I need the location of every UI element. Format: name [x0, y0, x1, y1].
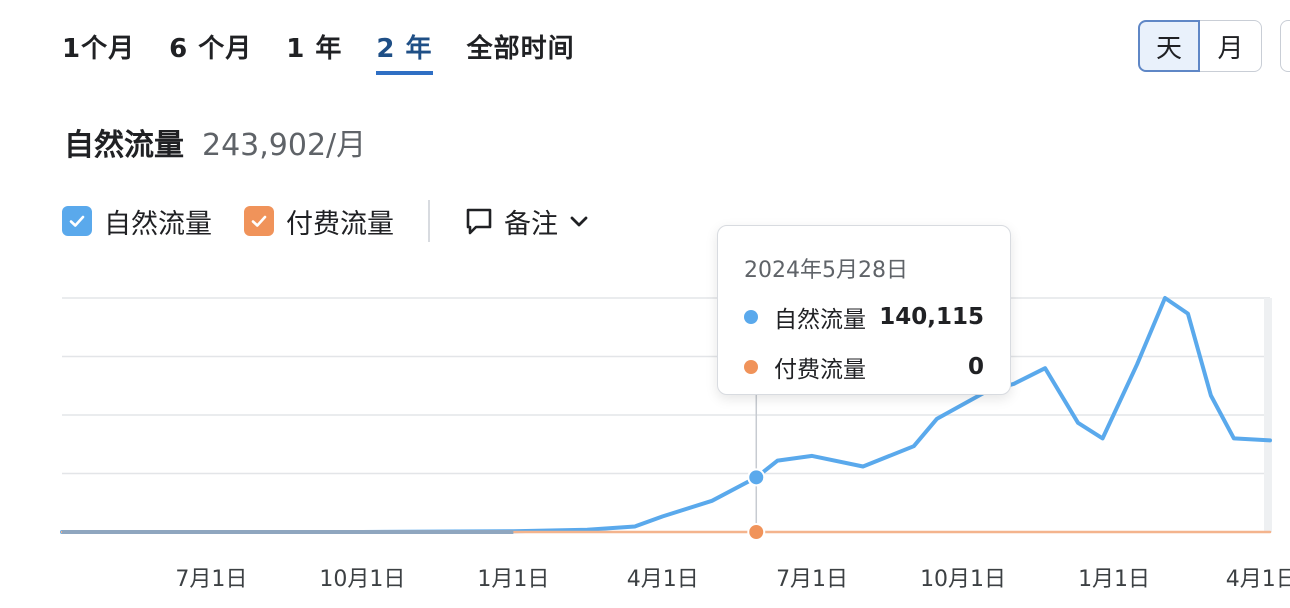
month-button[interactable]: 月: [1200, 20, 1262, 72]
x-tick-label: 4月1日: [627, 567, 699, 592]
check-icon: [251, 215, 267, 227]
tab-6-months[interactable]: 6 个月: [169, 34, 253, 64]
x-tick-label: 1月1日: [477, 567, 549, 592]
tooltip-organic-value: 140,115: [879, 304, 984, 330]
date-range-tabs: 1个月 6 个月 1 年 2 年 全部时间: [62, 28, 609, 75]
organic-traffic-line: [60, 296, 1272, 534]
paid-hover-marker: [747, 523, 766, 541]
paid-dot-icon: [744, 360, 758, 374]
tab-1-year[interactable]: 1 年: [286, 34, 343, 64]
notes-dropdown[interactable]: 备注: [464, 202, 590, 241]
tooltip-paid-value: 0: [967, 354, 984, 380]
metric-value: 243,902/月: [202, 128, 367, 163]
x-tick-label: 7月1日: [175, 567, 247, 592]
more-button[interactable]: [1280, 20, 1290, 72]
legend-divider: [428, 200, 430, 242]
x-tick-label: 1月1日: [1078, 567, 1150, 592]
tooltip-paid-label: 付费流量: [774, 357, 866, 383]
x-tick-label: 10月1日: [319, 567, 405, 592]
chart-tooltip: 2024年5月28日 自然流量 140,115 付费流量 0: [717, 225, 1011, 395]
x-tick-label: 4月1日: [1226, 567, 1290, 592]
x-tick-label: 7月1日: [776, 567, 848, 592]
tooltip-organic-label: 自然流量: [774, 307, 866, 333]
tab-2-years[interactable]: 2 年: [376, 28, 433, 75]
legend-paid-toggle[interactable]: 付费流量: [244, 202, 394, 241]
chevron-down-icon: [570, 216, 588, 227]
legend-organic-toggle[interactable]: 自然流量: [62, 202, 212, 241]
chart-legend: 自然流量 付费流量 备注: [62, 200, 590, 242]
organic-checkbox[interactable]: [62, 206, 92, 236]
tab-1-month[interactable]: 1个月: [62, 34, 136, 64]
plot-right-edge: [1264, 298, 1272, 532]
organic-dot-icon: [744, 310, 758, 324]
paid-label: 付费流量: [286, 208, 394, 240]
x-tick-label: 10月1日: [920, 567, 1006, 592]
tab-all-time[interactable]: 全部时间: [466, 34, 575, 64]
tooltip-paid-row: 付费流量 0: [744, 350, 984, 384]
check-icon: [69, 215, 85, 227]
day-button[interactable]: 天: [1138, 20, 1200, 72]
metric-label: 自然流量: [64, 128, 184, 163]
paid-checkbox[interactable]: [244, 206, 274, 236]
metric-summary: 自然流量 243,902/月: [64, 120, 366, 164]
tooltip-date: 2024年5月28日: [744, 258, 908, 283]
granularity-toggle: 天 月: [1138, 20, 1262, 72]
comment-icon: [466, 208, 492, 235]
organic-label: 自然流量: [104, 208, 212, 240]
organic-hover-marker: [747, 468, 766, 487]
notes-label: 备注: [504, 208, 558, 240]
tooltip-organic-row: 自然流量 140,115: [744, 300, 984, 334]
